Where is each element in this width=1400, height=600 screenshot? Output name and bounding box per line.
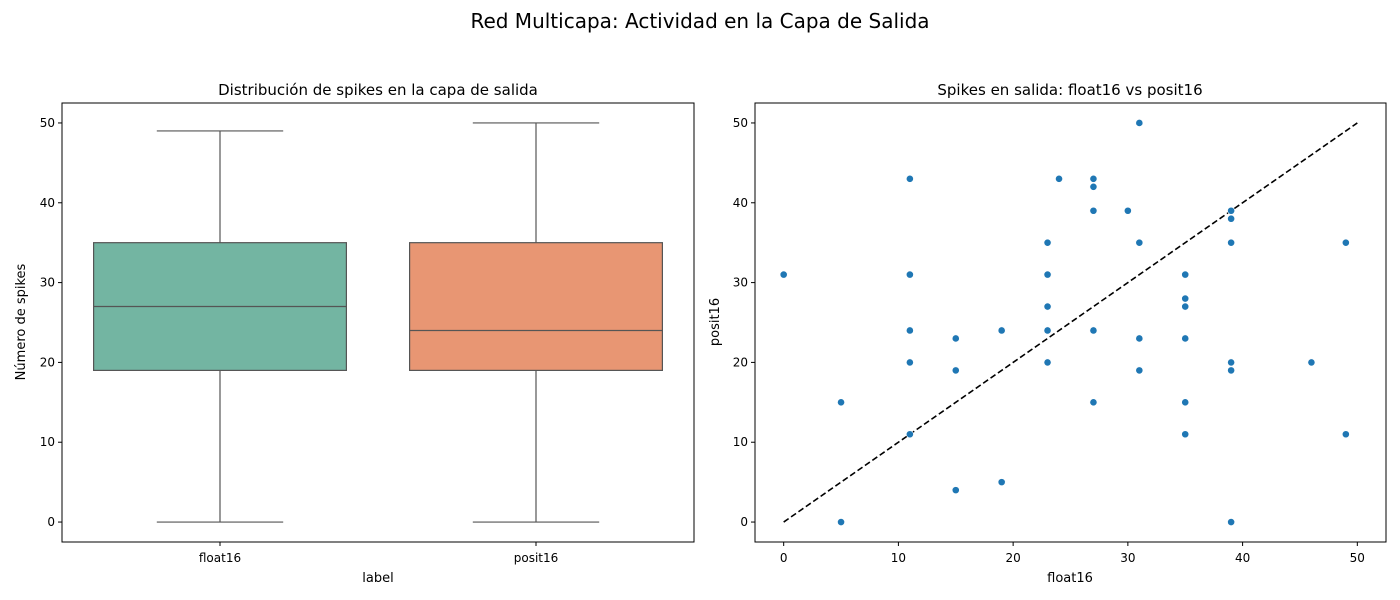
scatter-point <box>1135 119 1144 127</box>
scatter-point <box>905 326 914 335</box>
scatter-point <box>1181 302 1190 311</box>
scatter-point <box>1089 174 1098 183</box>
scatter-point <box>905 358 914 367</box>
scatter-point <box>1227 214 1236 223</box>
scatter-point <box>905 430 914 439</box>
scatter-ytick-label: 30 <box>733 276 748 290</box>
scatter-point <box>1043 270 1052 279</box>
scatter-area: 0 10 20 30 40 50 0 10 20 30 40 50 <box>733 102 1387 565</box>
boxplot-area: float16 posit16 0 10 20 30 40 50 <box>40 102 695 565</box>
boxplot-ylabel: Número de spikes <box>14 263 29 380</box>
scatter-point <box>1055 174 1063 183</box>
scatter-point <box>1135 366 1144 375</box>
scatter-point <box>1135 334 1144 343</box>
scatter-point <box>1181 430 1190 439</box>
boxplot-xtick-label: float16 <box>199 551 241 565</box>
scatter-xtick-label: 40 <box>1235 551 1250 565</box>
scatter-point <box>997 326 1006 335</box>
scatter-point <box>1135 238 1144 247</box>
boxplot-ytick-label: 0 <box>47 515 55 529</box>
scatter-point <box>1043 238 1052 247</box>
scatter-ylabel: posit16 <box>708 298 723 346</box>
scatter-ytick-label: 10 <box>733 435 748 449</box>
scatter-point <box>1307 358 1316 367</box>
scatter-xtick-label: 0 <box>780 551 788 565</box>
scatter-xtick-label: 10 <box>891 551 906 565</box>
scatter-ytick-label: 0 <box>740 515 748 529</box>
boxplot-ytick-label: 50 <box>40 116 55 130</box>
boxplot-ytick-label: 30 <box>40 276 55 290</box>
scatter-point <box>1043 302 1052 311</box>
box-float16 <box>92 130 348 523</box>
scatter-point <box>1089 326 1098 335</box>
scatter-point <box>905 270 914 279</box>
scatter-ytick-label: 20 <box>733 355 748 369</box>
scatter-point <box>779 270 788 279</box>
boxplot-xlabel: label <box>362 571 393 586</box>
scatter-point <box>1089 182 1098 191</box>
scatter-point <box>1227 518 1236 526</box>
scatter-point <box>951 366 960 375</box>
scatter-xlabel: float16 <box>1047 571 1093 586</box>
scatter-point <box>1341 238 1350 247</box>
figure-title: Red Multicapa: Actividad en la Capa de S… <box>470 9 929 33</box>
scatter-point <box>1227 238 1236 247</box>
scatter-point <box>1227 366 1236 375</box>
scatter-point <box>1181 294 1190 303</box>
scatter-point <box>837 398 845 407</box>
scatter-ytick-label: 50 <box>733 116 748 130</box>
box-body <box>409 242 664 371</box>
box-posit16 <box>409 122 664 523</box>
scatter-point <box>1123 206 1132 215</box>
scatter-title: Spikes en salida: float16 vs posit16 <box>937 81 1202 99</box>
scatter-point <box>951 334 960 343</box>
scatter-point <box>997 478 1006 487</box>
boxplot-title: Distribución de spikes en la capa de sal… <box>218 81 538 99</box>
scatter-frame <box>754 102 1387 543</box>
scatter-xtick-label: 20 <box>1005 551 1020 565</box>
scatter-point <box>1043 358 1052 367</box>
scatter-reference-line <box>783 122 1358 523</box>
scatter-point <box>837 518 845 526</box>
scatter-point <box>1227 206 1236 215</box>
scatter-point <box>1341 430 1350 439</box>
scatter-point <box>1181 270 1190 279</box>
boxplot-ytick-label: 10 <box>40 435 55 449</box>
scatter-point <box>1089 398 1098 407</box>
boxplot-xtick-label: posit16 <box>514 551 559 565</box>
boxplot-ytick-label: 40 <box>40 196 55 210</box>
scatter-point <box>1181 398 1190 407</box>
scatter-point <box>1043 326 1052 335</box>
scatter-xtick-label: 50 <box>1350 551 1365 565</box>
scatter-point <box>1181 334 1190 343</box>
scatter-point <box>1089 206 1098 215</box>
scatter-axes: 0 10 20 30 40 50 0 10 20 30 40 50 Spikes en salida:… <box>708 81 1387 586</box>
boxplot-frame <box>61 102 695 543</box>
boxplot-axes: float16 posit16 0 10 20 30 40 50 Distribución d… <box>14 81 695 586</box>
scatter-xtick-label: 30 <box>1120 551 1135 565</box>
scatter-point <box>951 486 960 495</box>
scatter-point <box>1227 358 1236 367</box>
scatter-ytick-label: 40 <box>733 196 748 210</box>
scatter-point <box>905 174 914 183</box>
boxplot-ytick-label: 20 <box>40 355 55 369</box>
